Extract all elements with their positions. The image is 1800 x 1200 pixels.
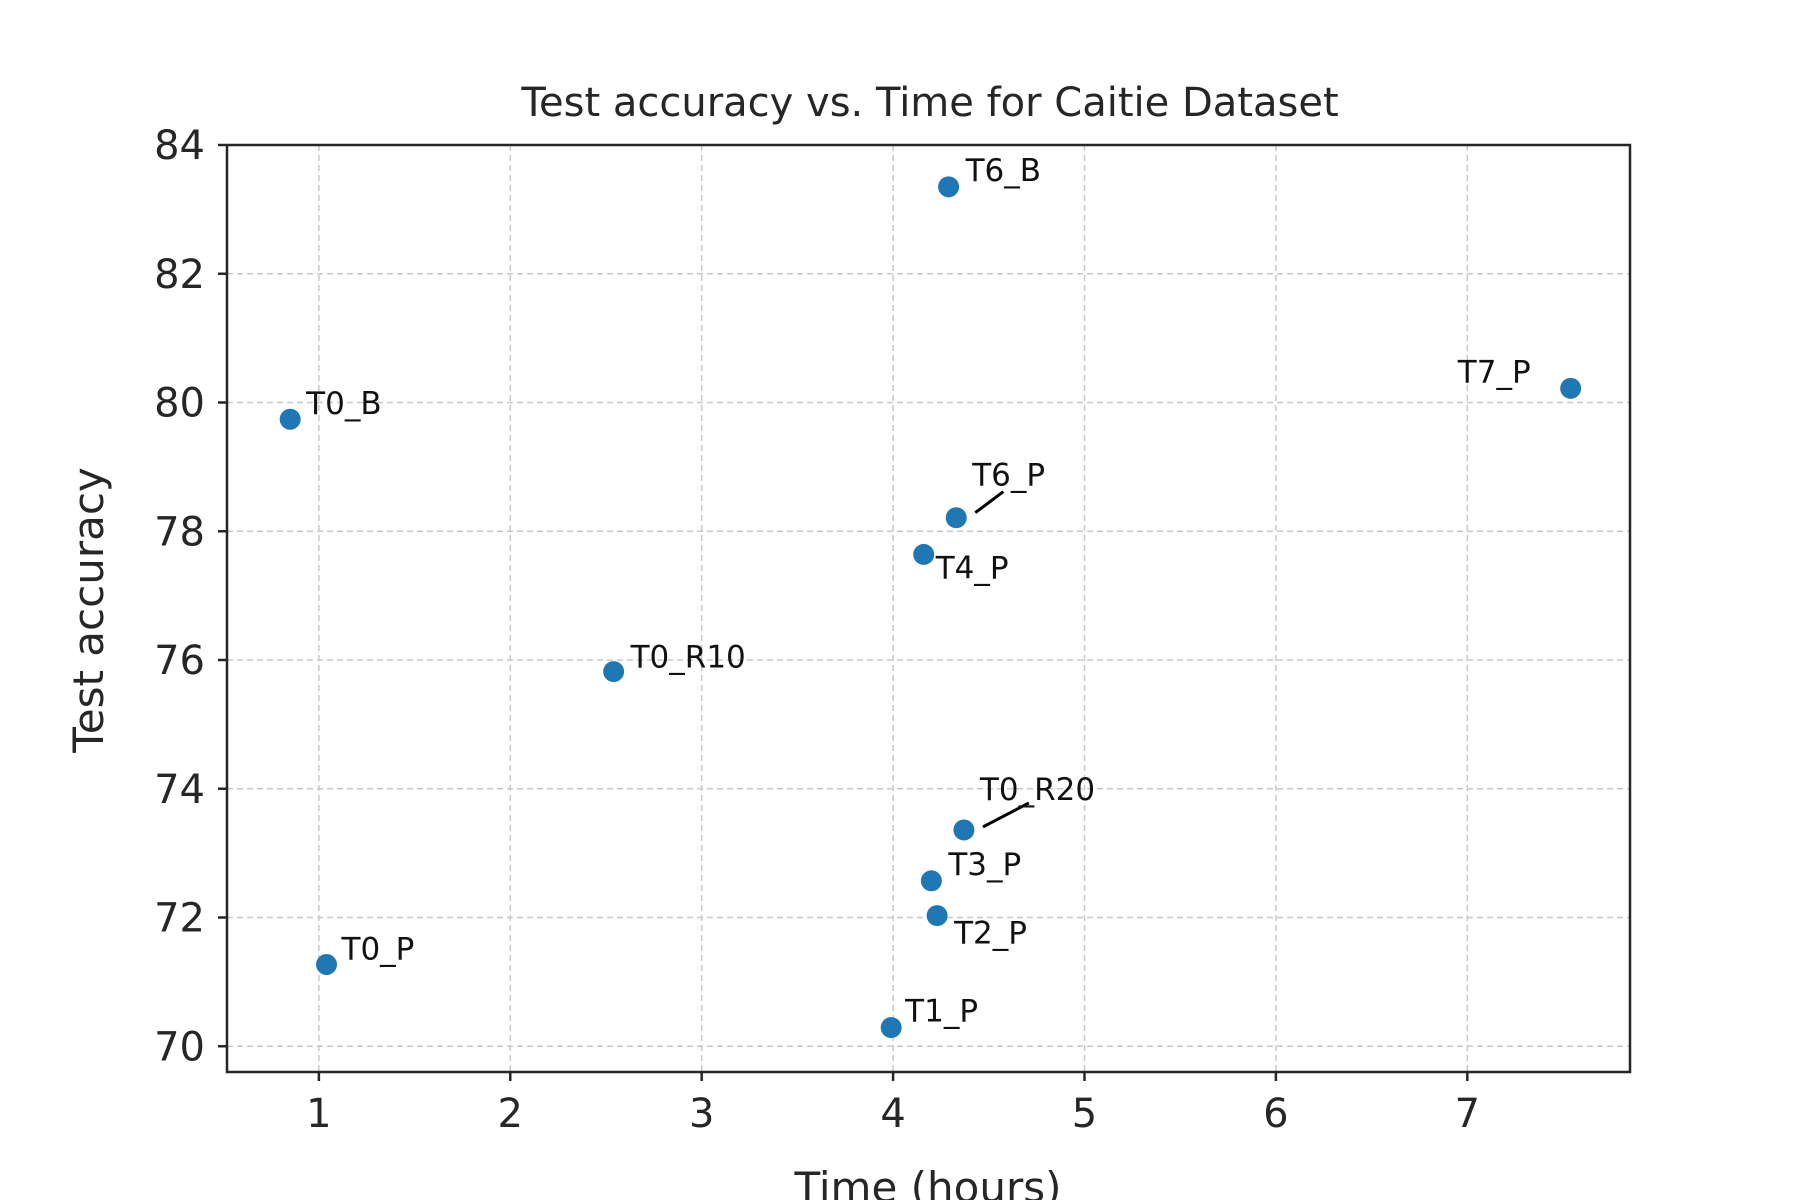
data-point-label: T2_P: [953, 916, 1027, 952]
data-point-label: T0_R10: [630, 640, 746, 676]
data-point-label: T3_P: [947, 847, 1021, 883]
x-tick-label: 5: [1072, 1091, 1097, 1137]
data-points: [279, 176, 1582, 1039]
data-point: [316, 953, 338, 975]
data-point: [938, 176, 960, 198]
label-leaders: [974, 490, 1030, 829]
x-tick-label: 1: [306, 1091, 331, 1137]
label-leader-line: [982, 801, 1030, 829]
x-tick-label: 2: [498, 1091, 523, 1137]
data-point-label: T1_P: [904, 994, 978, 1030]
data-point-label: T7_P: [1457, 354, 1531, 390]
data-point-label: T0_R20: [979, 772, 1095, 808]
data-point-label: T4_P: [935, 550, 1009, 586]
data-point: [279, 408, 301, 430]
chart-title: Test accuracy vs. Time for Caitie Datase…: [520, 80, 1338, 126]
x-tick-label: 6: [1263, 1091, 1288, 1137]
data-point: [926, 905, 948, 927]
y-tick-label: 76: [154, 638, 205, 684]
x-tick-label: 7: [1455, 1091, 1480, 1137]
y-tick-label: 78: [154, 509, 205, 555]
y-tick-label: 72: [154, 896, 205, 942]
y-tick-label: 70: [154, 1024, 205, 1070]
data-point: [945, 507, 967, 529]
x-tick-label: 4: [880, 1091, 905, 1137]
data-point: [920, 870, 942, 892]
point-labels: T6_B T7_P T0_B T6_P T4_P T0_R10 T0_R20 T3_P T2_P…: [305, 153, 1531, 1030]
axis-ticks: 1 2 3 4 5 6 7 70 72 74 76 78 80 82 84: [154, 123, 1480, 1137]
x-tick-label: 3: [689, 1091, 714, 1137]
data-point: [953, 819, 975, 841]
data-point-label: T6_P: [971, 458, 1045, 494]
y-tick-label: 84: [154, 123, 205, 169]
data-point-label: T0_P: [341, 931, 415, 967]
data-point: [1560, 377, 1582, 399]
data-point: [913, 543, 935, 565]
data-point-label: T0_B: [305, 386, 381, 422]
y-tick-label: 82: [154, 252, 205, 298]
data-point: [603, 661, 625, 683]
y-tick-label: 74: [154, 767, 205, 813]
plot-frame: [225, 143, 1632, 1074]
y-tick-label: 80: [154, 381, 205, 427]
data-point: [880, 1017, 902, 1039]
x-axis-label: Time (hours): [794, 1163, 1062, 1200]
y-axis-label: Test accuracy: [64, 467, 113, 754]
data-point-label: T6_B: [965, 153, 1041, 189]
grid-lines: [227, 144, 1630, 1072]
label-leader-line: [974, 490, 1005, 514]
